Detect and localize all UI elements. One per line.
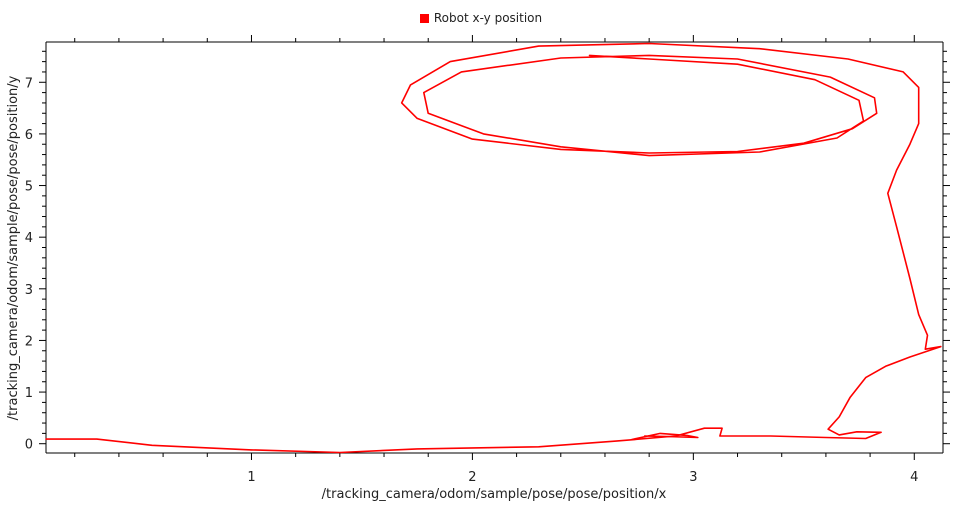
y-tick-label: 5 [25, 180, 33, 195]
y-tick-label: 4 [25, 231, 33, 246]
series-layer [45, 42, 942, 454]
x-tick-label: 3 [689, 470, 697, 485]
y-tick-label: 3 [25, 283, 33, 298]
x-tick-label: 2 [468, 470, 476, 485]
series-line [630, 432, 699, 441]
y-tick-label: 1 [25, 386, 33, 401]
axes-layer: 1 2 3 4 0 1 2 3 4 5 6 7 [25, 35, 950, 485]
y-tick-label: 7 [25, 76, 33, 91]
legend: Robot x-y position [0, 11, 962, 25]
legend-label: Robot x-y position [433, 11, 543, 25]
series-line [45, 42, 942, 454]
legend-swatch [419, 14, 429, 23]
y-tick-label: 0 [25, 438, 33, 453]
x-tick-label: 4 [910, 470, 918, 485]
y-axis-label: /tracking_camera/odom/sample/pose/pose/p… [6, 75, 21, 420]
x-tick-label: 1 [247, 470, 255, 485]
y-tick-label: 6 [25, 128, 33, 143]
x-axis-label: /tracking_camera/odom/sample/pose/pose/p… [322, 487, 667, 502]
y-tick-label: 2 [25, 334, 33, 349]
